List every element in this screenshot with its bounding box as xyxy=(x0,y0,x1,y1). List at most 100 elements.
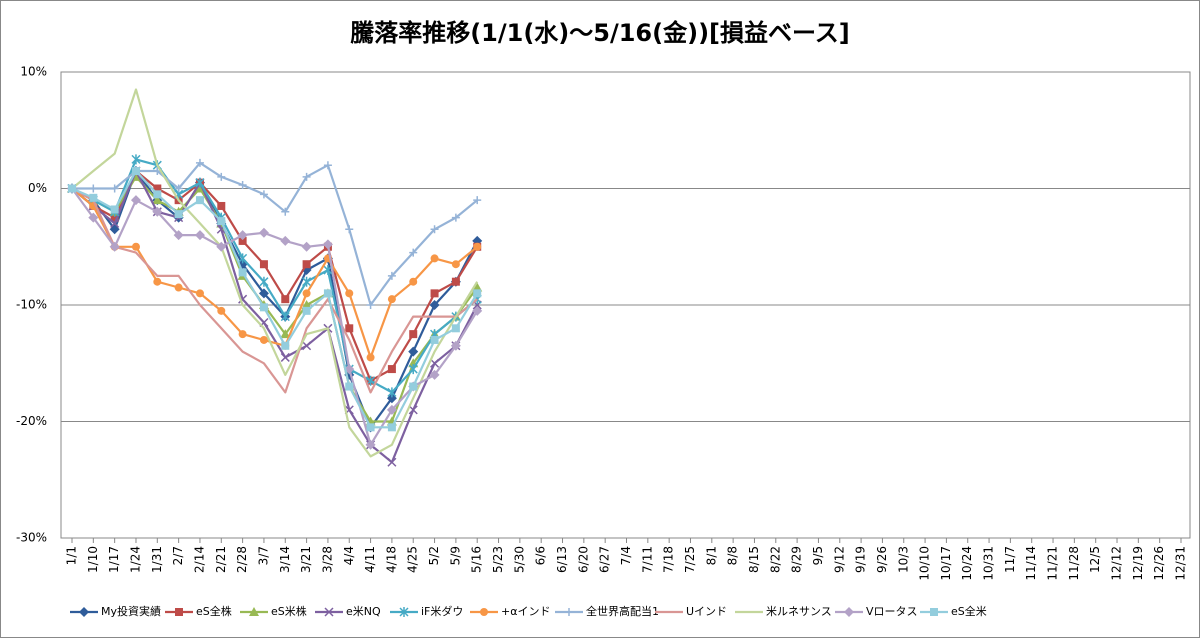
marker xyxy=(68,184,76,193)
marker xyxy=(387,365,396,374)
marker xyxy=(451,324,460,333)
marker xyxy=(473,196,482,205)
x-tick-label: 9/19 xyxy=(854,546,868,573)
marker xyxy=(152,206,163,217)
marker xyxy=(409,382,418,391)
marker xyxy=(173,230,184,241)
legend-item: eS全米 xyxy=(920,604,987,618)
marker xyxy=(217,306,226,315)
marker xyxy=(174,210,183,219)
marker xyxy=(258,288,269,299)
x-tick-label: 4/11 xyxy=(363,546,377,573)
y-tick-label: 10% xyxy=(20,65,47,79)
x-tick-label: 1/17 xyxy=(107,546,121,573)
marker xyxy=(408,346,419,357)
x-tick-label: 4/25 xyxy=(406,546,420,573)
legend-label: eS全米 xyxy=(951,604,987,618)
marker xyxy=(153,190,162,199)
legend-item: e米NQ xyxy=(315,605,381,618)
x-tick-label: 8/8 xyxy=(726,546,740,565)
marker xyxy=(259,303,268,312)
marker xyxy=(365,439,376,450)
marker xyxy=(450,340,461,351)
legend-item: eS米株 xyxy=(240,604,307,618)
legend-item: 全世界高配当1 xyxy=(555,604,659,618)
marker xyxy=(473,242,482,251)
x-tick-label: 1/24 xyxy=(128,546,142,573)
marker xyxy=(366,301,375,309)
marker xyxy=(280,329,291,339)
marker xyxy=(88,212,99,223)
x-tick-label: 6/20 xyxy=(576,546,590,573)
x-tick-label: 8/29 xyxy=(790,546,804,573)
marker xyxy=(216,241,227,252)
marker xyxy=(153,184,162,193)
legend-label: Uインド xyxy=(686,605,727,618)
x-tick-label: 8/1 xyxy=(704,546,718,565)
marker xyxy=(323,265,333,276)
marker xyxy=(302,276,312,287)
marker xyxy=(366,423,375,432)
x-tick-label: 9/26 xyxy=(875,546,889,573)
y-tick-label: -10% xyxy=(16,298,47,312)
marker xyxy=(451,213,460,222)
marker xyxy=(237,230,248,241)
marker xyxy=(195,196,204,205)
x-tick-label: 11/7 xyxy=(1003,546,1017,573)
marker xyxy=(89,193,98,202)
marker xyxy=(281,295,290,304)
x-tick-label: 12/26 xyxy=(1152,546,1166,581)
marker xyxy=(217,201,226,210)
marker xyxy=(386,404,397,415)
marker xyxy=(238,268,247,277)
marker xyxy=(110,184,119,193)
marker xyxy=(175,608,183,616)
series-line xyxy=(71,88,479,458)
x-tick-label: 2/14 xyxy=(192,546,206,573)
x-tick-label: 3/28 xyxy=(320,546,334,573)
x-tick-label: 9/12 xyxy=(832,546,846,573)
marker xyxy=(301,241,312,252)
marker xyxy=(302,289,311,298)
marker xyxy=(238,253,248,264)
marker xyxy=(930,608,938,616)
marker xyxy=(131,167,140,176)
x-tick-label: 6/6 xyxy=(534,546,548,565)
marker xyxy=(280,311,290,322)
x-tick-label: 12/31 xyxy=(1174,546,1188,581)
marker xyxy=(345,324,354,333)
x-tick-label: 5/2 xyxy=(427,546,441,565)
marker xyxy=(110,205,119,214)
x-tick-label: 7/18 xyxy=(662,546,676,573)
marker xyxy=(174,184,183,193)
marker xyxy=(79,607,89,617)
legend-label: 米ルネサンス xyxy=(766,605,832,618)
marker xyxy=(281,341,290,350)
marker xyxy=(345,382,354,391)
legend-item: +αインド xyxy=(470,605,550,618)
marker xyxy=(387,423,396,432)
marker xyxy=(387,271,396,280)
marker xyxy=(238,181,247,190)
x-tick-label: 1/1 xyxy=(65,546,79,565)
x-tick-label: 10/10 xyxy=(918,546,932,581)
marker xyxy=(249,607,259,616)
legend-label: eS全株 xyxy=(196,604,232,618)
marker xyxy=(195,158,204,167)
legend-item: Vロータス xyxy=(835,605,918,618)
marker xyxy=(480,608,488,616)
x-tick-label: 3/7 xyxy=(256,546,270,565)
marker xyxy=(195,177,205,188)
x-tick-label: 11/28 xyxy=(1067,546,1081,581)
marker xyxy=(195,289,204,298)
x-tick-label: 9/5 xyxy=(811,546,825,565)
marker xyxy=(302,260,311,269)
x-tick-label: 10/24 xyxy=(960,546,974,581)
marker xyxy=(399,607,409,617)
marker xyxy=(324,607,334,617)
marker xyxy=(110,218,120,228)
marker xyxy=(451,260,460,269)
marker xyxy=(302,341,312,351)
